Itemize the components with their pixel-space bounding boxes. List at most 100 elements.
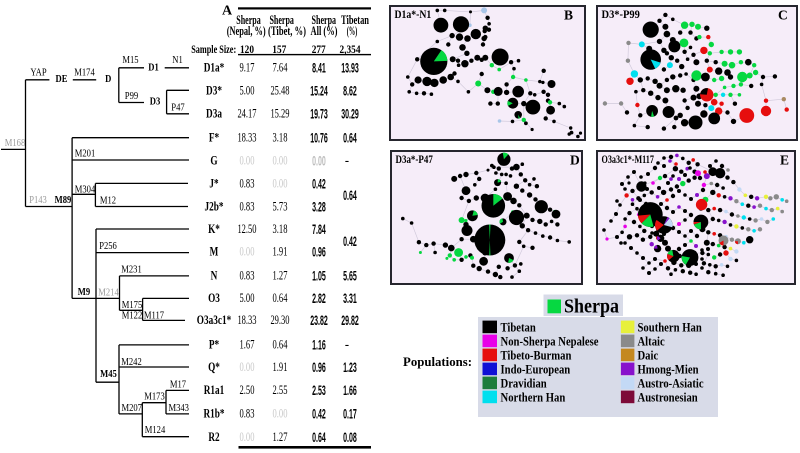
svg-text:C: C bbox=[778, 8, 788, 23]
svg-text:0.83: 0.83 bbox=[240, 200, 255, 214]
svg-text:M214: M214 bbox=[98, 286, 119, 298]
svg-text:2,354: 2,354 bbox=[340, 42, 361, 56]
svg-text:0.96: 0.96 bbox=[312, 244, 326, 260]
svg-text:M15: M15 bbox=[122, 54, 139, 66]
svg-text:G: G bbox=[210, 153, 217, 167]
svg-text:Sample Size:: Sample Size: bbox=[191, 42, 236, 56]
svg-text:(Nepal, %): (Nepal, %) bbox=[227, 24, 266, 38]
svg-text:5.73: 5.73 bbox=[273, 200, 288, 214]
svg-text:M45: M45 bbox=[100, 368, 117, 380]
svg-text:M9: M9 bbox=[78, 286, 91, 298]
svg-text:8.41: 8.41 bbox=[312, 60, 326, 76]
svg-text:P99: P99 bbox=[125, 90, 139, 102]
svg-text:120: 120 bbox=[240, 42, 254, 56]
svg-text:Sherpa: Sherpa bbox=[236, 13, 261, 27]
svg-text:0.08: 0.08 bbox=[343, 429, 357, 445]
svg-text:3.31: 3.31 bbox=[343, 290, 357, 306]
svg-text:0.00: 0.00 bbox=[240, 245, 255, 259]
svg-text:0.42: 0.42 bbox=[312, 406, 326, 422]
svg-text:0.00: 0.00 bbox=[240, 430, 255, 444]
svg-text:Indo-European: Indo-European bbox=[501, 361, 571, 376]
svg-text:D1a*-N1: D1a*-N1 bbox=[395, 7, 432, 21]
svg-text:D: D bbox=[570, 153, 580, 168]
svg-text:D1a*: D1a* bbox=[204, 61, 225, 75]
svg-text:0.00: 0.00 bbox=[273, 177, 288, 191]
svg-text:O3a3c1*-M117: O3a3c1*-M117 bbox=[602, 152, 654, 166]
svg-text:M207: M207 bbox=[121, 402, 142, 414]
svg-text:M173: M173 bbox=[144, 391, 165, 403]
svg-text:2.55: 2.55 bbox=[273, 383, 288, 397]
svg-text:Tibetan: Tibetan bbox=[501, 319, 537, 334]
svg-text:M175: M175 bbox=[122, 299, 143, 311]
svg-text:P256: P256 bbox=[99, 240, 117, 252]
svg-text:Daic: Daic bbox=[638, 347, 659, 362]
svg-text:N: N bbox=[211, 269, 218, 283]
svg-text:12.50: 12.50 bbox=[237, 222, 256, 236]
svg-text:R1a1: R1a1 bbox=[204, 383, 225, 397]
svg-text:2.53: 2.53 bbox=[312, 382, 326, 398]
svg-text:0.64: 0.64 bbox=[343, 187, 357, 203]
svg-text:0.00: 0.00 bbox=[273, 407, 288, 421]
svg-text:M117: M117 bbox=[144, 310, 165, 322]
svg-text:Sherpa: Sherpa bbox=[312, 13, 337, 27]
svg-text:J*: J* bbox=[209, 177, 218, 191]
svg-text:18.33: 18.33 bbox=[237, 313, 256, 327]
svg-text:Austronesian: Austronesian bbox=[638, 389, 699, 404]
svg-text:2.50: 2.50 bbox=[240, 383, 255, 397]
svg-text:29.82: 29.82 bbox=[341, 312, 359, 328]
svg-text:M174: M174 bbox=[74, 67, 95, 79]
svg-text:1.16: 1.16 bbox=[312, 337, 326, 353]
svg-text:D3a: D3a bbox=[206, 107, 222, 121]
svg-text:M122: M122 bbox=[122, 310, 143, 322]
svg-text:1.27: 1.27 bbox=[273, 269, 288, 283]
svg-text:Tibetan: Tibetan bbox=[341, 13, 369, 27]
svg-text:0.00: 0.00 bbox=[312, 152, 326, 168]
svg-text:0.42: 0.42 bbox=[312, 176, 326, 192]
svg-text:Southern Han: Southern Han bbox=[638, 319, 703, 334]
svg-text:Q*: Q* bbox=[208, 360, 220, 374]
svg-text:1.27: 1.27 bbox=[273, 430, 288, 444]
svg-text:P*: P* bbox=[209, 338, 219, 352]
svg-text:0.00: 0.00 bbox=[273, 153, 288, 167]
svg-text:A: A bbox=[222, 4, 233, 19]
svg-text:7.84: 7.84 bbox=[312, 221, 326, 237]
svg-text:M201: M201 bbox=[75, 147, 96, 159]
svg-text:18.33: 18.33 bbox=[237, 130, 256, 144]
svg-text:24.17: 24.17 bbox=[237, 107, 256, 121]
svg-text:B: B bbox=[564, 8, 573, 23]
svg-text:7.64: 7.64 bbox=[273, 61, 288, 75]
svg-text:E: E bbox=[780, 153, 789, 168]
svg-text:0.00: 0.00 bbox=[240, 360, 255, 374]
svg-text:15.24: 15.24 bbox=[310, 83, 328, 99]
svg-text:M17: M17 bbox=[170, 379, 187, 391]
svg-text:277: 277 bbox=[312, 42, 326, 56]
svg-text:D3a*-P47: D3a*-P47 bbox=[396, 152, 433, 166]
svg-text:M168: M168 bbox=[5, 137, 26, 149]
svg-text:-: - bbox=[345, 153, 349, 167]
svg-text:Tibeto-Burman: Tibeto-Burman bbox=[501, 347, 573, 362]
svg-text:9.17: 9.17 bbox=[240, 61, 255, 75]
svg-text:M124: M124 bbox=[145, 424, 166, 436]
svg-text:157: 157 bbox=[272, 42, 286, 56]
svg-text:30.29: 30.29 bbox=[341, 106, 359, 122]
svg-text:19.73: 19.73 bbox=[310, 106, 328, 122]
svg-text:R1b*: R1b* bbox=[203, 407, 224, 421]
svg-text:3.18: 3.18 bbox=[273, 222, 288, 236]
svg-text:0.83: 0.83 bbox=[240, 177, 255, 191]
svg-text:0.00: 0.00 bbox=[240, 153, 255, 167]
svg-text:D1: D1 bbox=[148, 62, 159, 74]
svg-text:0.64: 0.64 bbox=[343, 129, 357, 145]
svg-text:Hmong-Mien: Hmong-Mien bbox=[638, 361, 700, 376]
svg-text:3.18: 3.18 bbox=[273, 130, 288, 144]
svg-text:0.83: 0.83 bbox=[240, 407, 255, 421]
svg-text:M343: M343 bbox=[168, 402, 189, 414]
svg-text:Sherpa: Sherpa bbox=[564, 296, 619, 318]
svg-text:M242: M242 bbox=[121, 356, 142, 368]
svg-text:O3a3c1*: O3a3c1* bbox=[197, 313, 231, 327]
svg-text:0.64: 0.64 bbox=[312, 429, 326, 445]
svg-text:8.62: 8.62 bbox=[343, 83, 357, 99]
svg-text:All (%): All (%) bbox=[311, 24, 338, 38]
svg-text:0.96: 0.96 bbox=[312, 359, 326, 375]
svg-text:J2b*: J2b* bbox=[205, 200, 224, 214]
svg-text:D3*: D3* bbox=[206, 84, 222, 98]
